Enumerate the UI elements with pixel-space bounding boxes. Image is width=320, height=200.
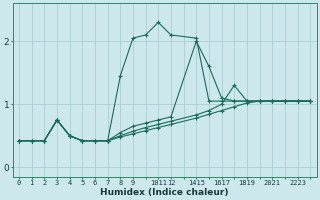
- X-axis label: Humidex (Indice chaleur): Humidex (Indice chaleur): [100, 188, 229, 197]
